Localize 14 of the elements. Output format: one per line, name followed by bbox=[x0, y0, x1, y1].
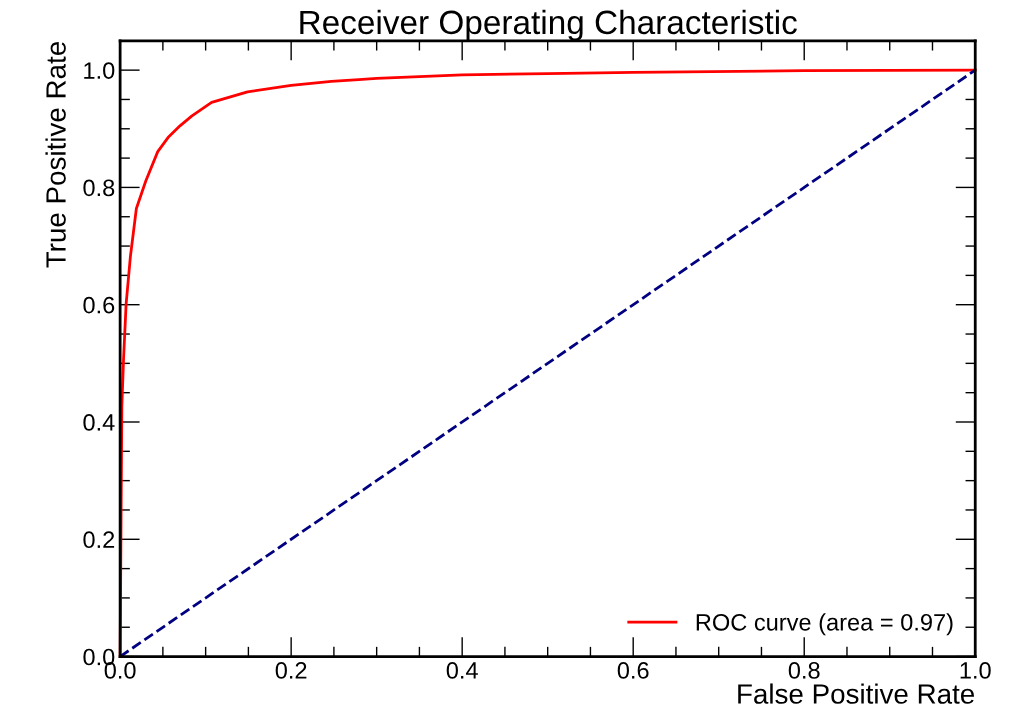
x-tick-label: 0.4 bbox=[446, 662, 478, 679]
y-axis-title: True Positive Rate bbox=[45, 42, 66, 268]
legend-label: ROC curve (area = 0.97) bbox=[696, 613, 953, 636]
x-tick-label: 0.2 bbox=[275, 662, 307, 679]
x-axis-title: False Positive Rate bbox=[738, 683, 975, 704]
y-tick-label: 0.6 bbox=[83, 296, 115, 314]
y-tick-label: 1.0 bbox=[84, 62, 115, 79]
x-tick-label: 0.6 bbox=[617, 662, 649, 679]
x-tick-label: 1.0 bbox=[960, 662, 991, 679]
y-tick-label: 0.8 bbox=[83, 179, 115, 197]
chart-title: Receiver Operating Characteristic bbox=[300, 9, 797, 41]
x-tick-label: 0.8 bbox=[788, 662, 820, 679]
y-tick-label: 0.4 bbox=[83, 414, 115, 431]
y-tick-label: 0.2 bbox=[83, 531, 115, 549]
